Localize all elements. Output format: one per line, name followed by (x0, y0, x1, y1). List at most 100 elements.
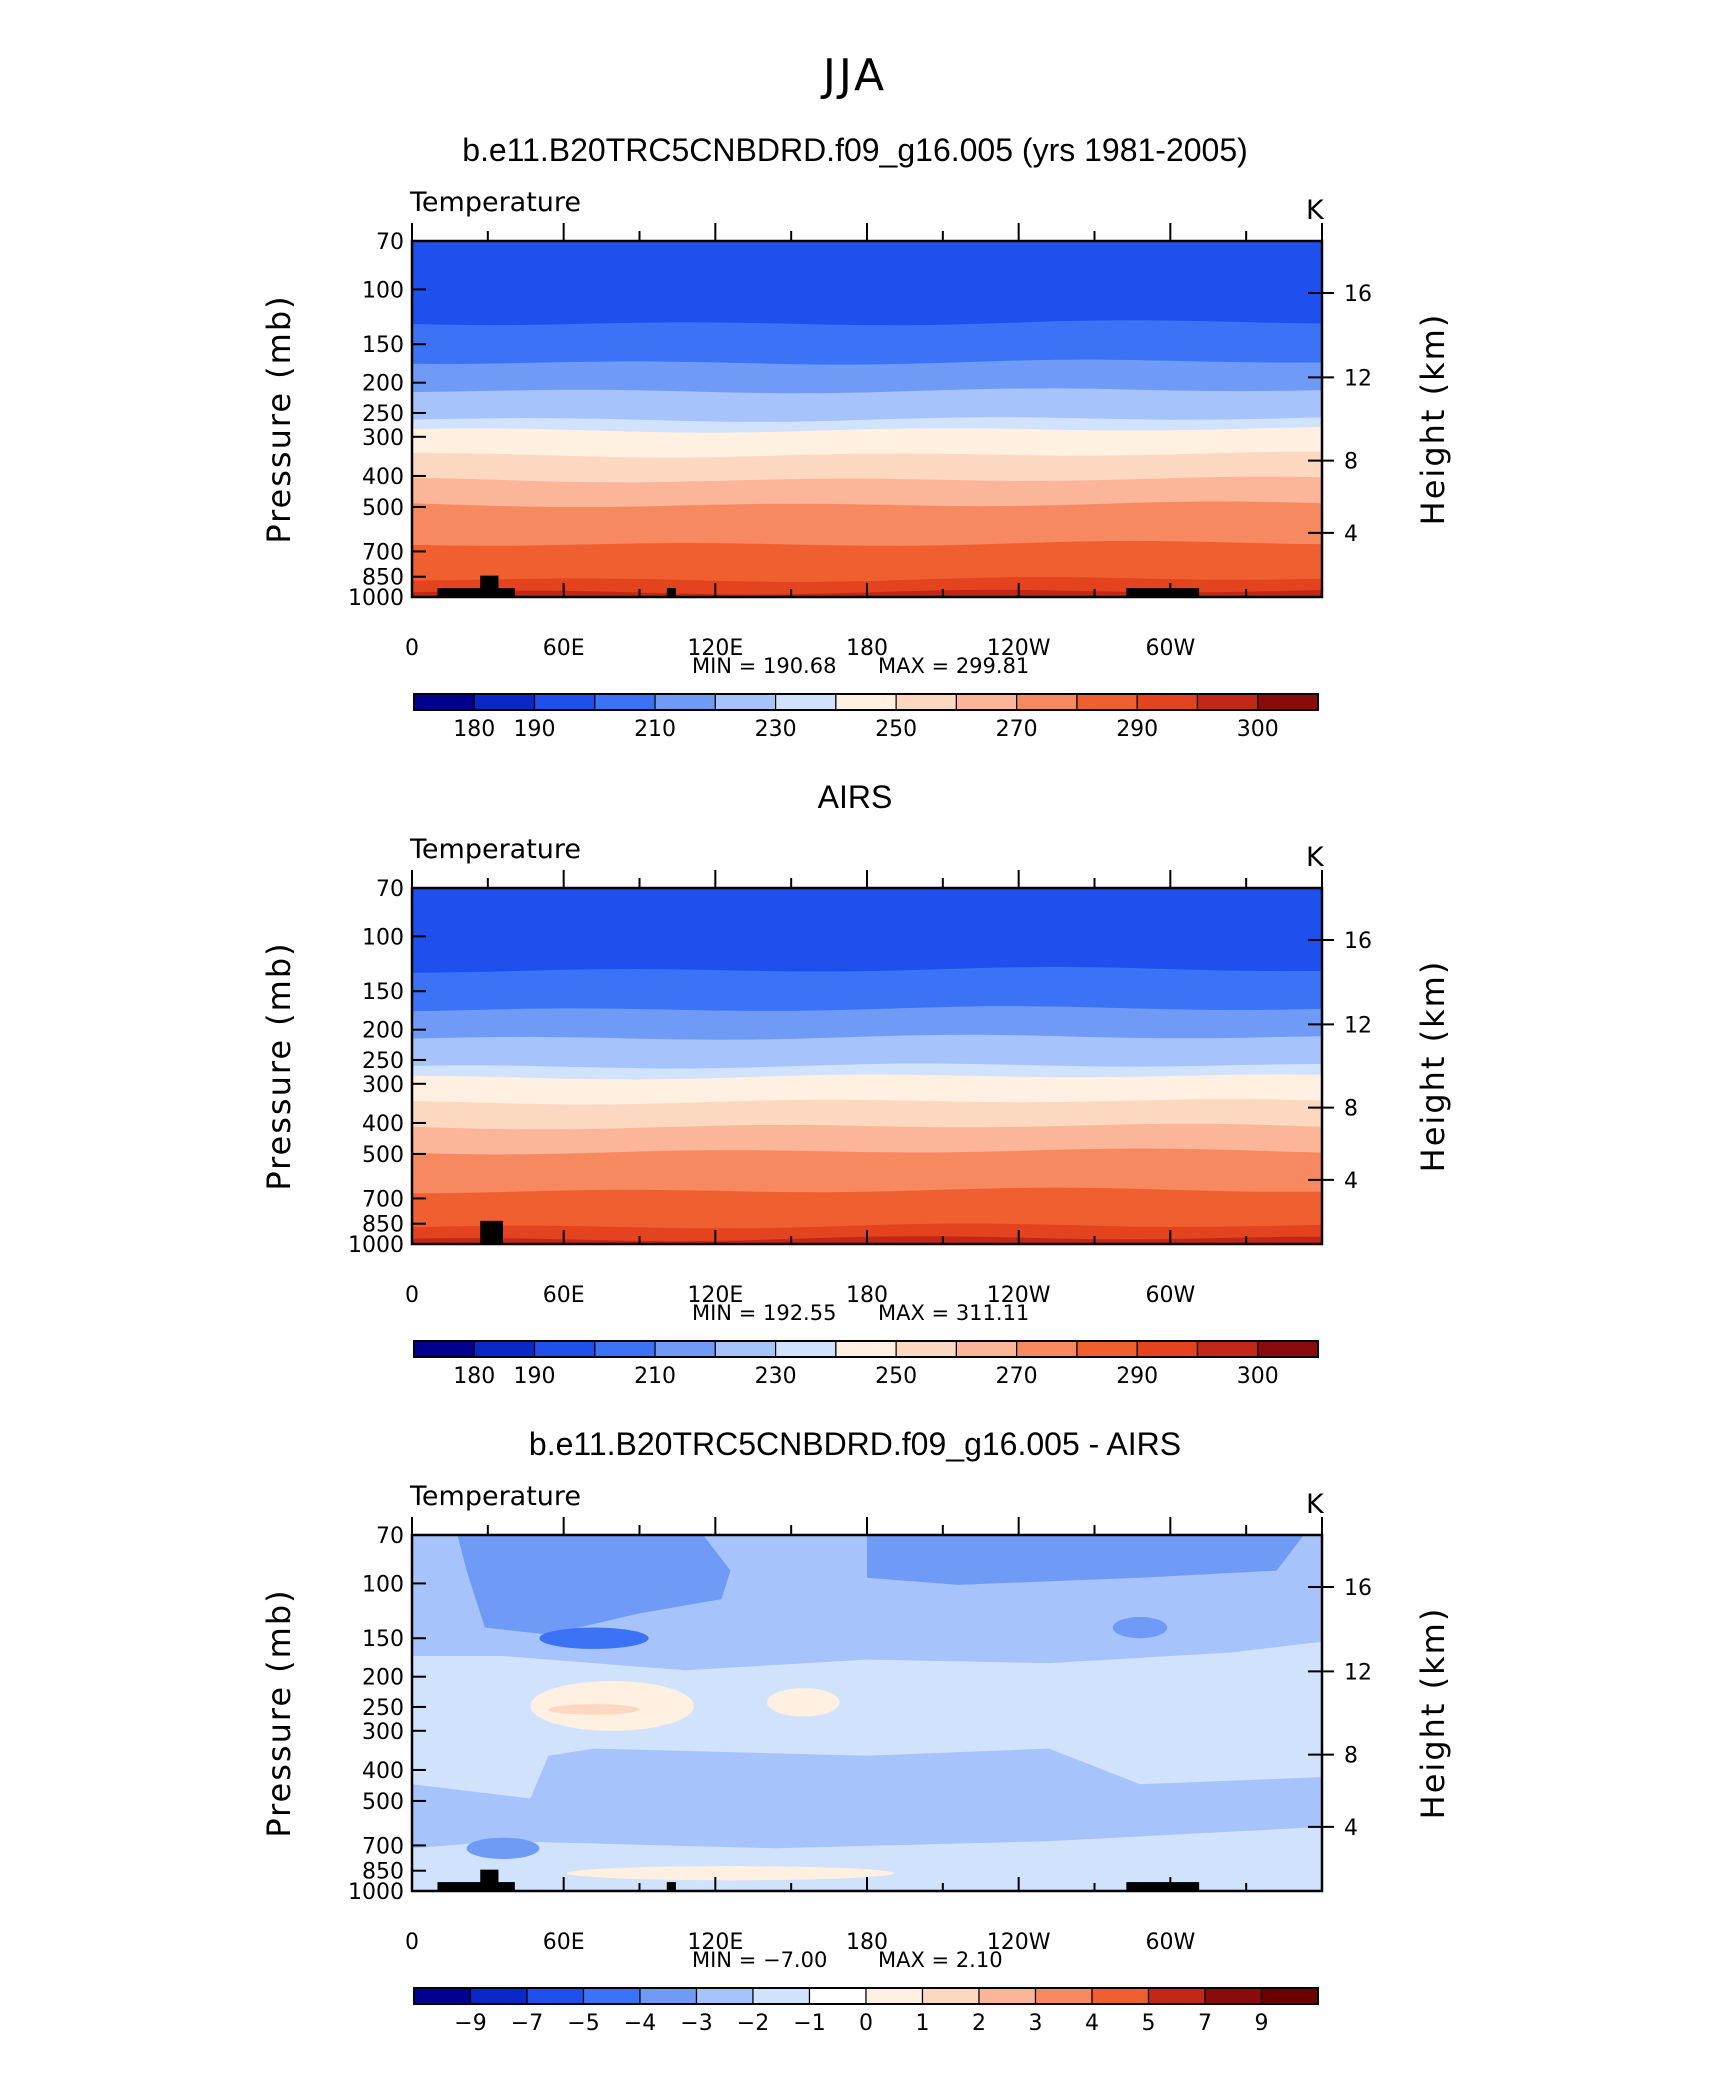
y-tick-label: 200 (362, 372, 404, 397)
colorbar-swatch (654, 693, 716, 711)
colorbar-swatch (1091, 1987, 1150, 2005)
colorbar-swatch (413, 1340, 475, 1358)
y-axis-title: Pressure (mb) (260, 1588, 298, 1837)
colorbar-tick-label: 270 (996, 1364, 1038, 1389)
x-tick-label: 0 (405, 1930, 419, 1955)
y-right-tick-label: 16 (1344, 929, 1372, 954)
x-tick-label: 180 (846, 1283, 888, 1308)
panel-title: b.e11.B20TRC5CNBDRD.f09_g16.005 - AIRS (529, 1426, 1181, 1462)
colorbar-tick-label: 290 (1116, 1364, 1158, 1389)
panel-field (412, 241, 1322, 597)
y-right-tick-label: 16 (1344, 282, 1372, 307)
y-tick-label: 150 (362, 333, 404, 358)
colorbar-swatch (1076, 693, 1138, 711)
panel-title: AIRS (818, 779, 893, 815)
colorbar-swatch (594, 693, 656, 711)
x-tick-label: 120E (687, 1930, 743, 1955)
diff-region-minus2 (412, 1748, 1322, 1849)
y-right-tick-label: 4 (1344, 1816, 1358, 1841)
colorbar-tick-label: 9 (1255, 2011, 1269, 2036)
y-right-tick-label: 12 (1344, 366, 1372, 391)
colorbar-swatch (1260, 1987, 1319, 2005)
x-tick-label: 180 (846, 1930, 888, 1955)
diff-region-plus1 (566, 1866, 895, 1881)
colorbar-swatch (955, 1340, 1018, 1358)
colorbar-tick-label: −1 (793, 2011, 825, 2036)
diff-region-minus3 (867, 1535, 1304, 1585)
colorbar-tick-label: −3 (680, 2011, 712, 2036)
y-tick-label: 100 (362, 925, 404, 950)
colorbar-tick-label: 180 (453, 717, 495, 742)
colorbar-swatch (473, 1340, 536, 1358)
y-tick-label: 500 (362, 496, 404, 521)
y-tick-label: 500 (362, 1790, 404, 1815)
colorbar-swatch (835, 1340, 897, 1358)
diff-region-plus1 (766, 1688, 840, 1717)
max-label: MAX = 311.11 (878, 1301, 1029, 1325)
colorbar-swatch (639, 1987, 698, 2005)
colorbar-swatch (526, 1987, 585, 2005)
colorbar-swatch (774, 1340, 837, 1358)
colorbar-swatch (1257, 693, 1319, 711)
y-tick-label: 300 (362, 1720, 404, 1745)
colorbar-tick-label: 1 (916, 2011, 930, 2036)
colorbar-swatch (921, 1987, 980, 2005)
y-tick-label: 300 (362, 1073, 404, 1098)
colorbar-tick-label: 230 (755, 717, 797, 742)
x-tick-label: 0 (405, 1283, 419, 1308)
panel-left-label: Temperature (409, 187, 581, 218)
y-tick-label: 400 (362, 465, 404, 490)
colorbar: 180 190 210 230 250 270 290 300 (413, 1340, 1319, 1389)
colorbar-swatch (774, 693, 837, 711)
colorbar-tick-label: −7 (511, 2011, 543, 2036)
colorbar-tick-label: −4 (624, 2011, 656, 2036)
x-tick-label: 120W (987, 636, 1051, 661)
x-tick-label: 180 (846, 636, 888, 661)
y-tick-label: 150 (362, 980, 404, 1005)
y-tick-label: 250 (362, 1696, 404, 1721)
y-axis-title: Pressure (mb) (260, 294, 298, 543)
panel-title: b.e11.B20TRC5CNBDRD.f09_g16.005 (yrs 198… (462, 132, 1248, 168)
colorbar-swatch (1034, 1987, 1093, 2005)
diff-region-minus3 (466, 1837, 540, 1859)
y-tick-label: 200 (362, 1666, 404, 1691)
y-tick-label: 1000 (348, 1233, 404, 1258)
colorbar-tick-label: 5 (1142, 2011, 1156, 2036)
y-tick-label: 1000 (348, 1880, 404, 1905)
colorbar-tick-label: 210 (634, 717, 676, 742)
y-tick-label: 850 (362, 1213, 404, 1238)
x-tick-label: 120W (987, 1930, 1051, 1955)
x-tick-label: 60E (543, 1930, 585, 1955)
min-label: MIN = 192.55 (692, 1301, 836, 1325)
y-tick-label: 850 (362, 566, 404, 591)
colorbar-swatch (1136, 1340, 1199, 1358)
colorbar-tick-label: 2 (972, 2011, 986, 2036)
colorbar-swatch (1136, 693, 1199, 711)
topography-mask (437, 1882, 515, 1891)
y-right-axis-title: Height (km) (1414, 1607, 1452, 1820)
panel-field (412, 1535, 1322, 1891)
colorbar-swatch (594, 1340, 656, 1358)
colorbar-tick-label: 210 (634, 1364, 676, 1389)
x-tick-label: 60W (1145, 1283, 1195, 1308)
max-label: MAX = 299.81 (878, 654, 1029, 678)
colorbar-swatch (469, 1987, 528, 2005)
colorbar-tick-label: 180 (453, 1364, 495, 1389)
colorbar-swatch (413, 1987, 472, 2005)
colorbar-swatch (533, 1340, 596, 1358)
colorbar-frame (413, 1987, 1319, 2005)
x-tick-label: 60E (543, 636, 585, 661)
x-tick-label: 60W (1145, 636, 1195, 661)
y-axis-title: Pressure (mb) (260, 941, 298, 1190)
topography-mask (666, 1882, 676, 1891)
colorbar-swatch (473, 693, 536, 711)
topography-mask (1126, 588, 1200, 597)
diff-region-minus4 (539, 1627, 649, 1649)
colorbar-swatch (533, 693, 596, 711)
y-right-tick-label: 8 (1344, 450, 1358, 475)
colorbar-swatch (1257, 1340, 1319, 1358)
y-tick-label: 70 (376, 1524, 404, 1549)
x-tick-label: 120W (987, 1283, 1051, 1308)
